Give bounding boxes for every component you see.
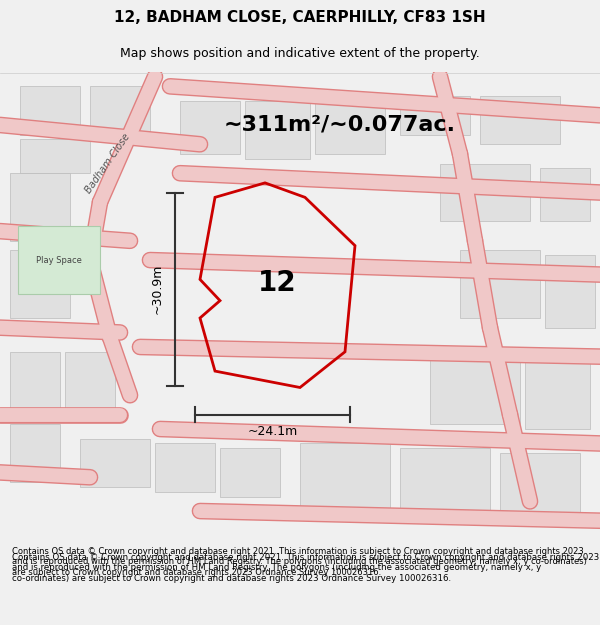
Polygon shape xyxy=(540,168,590,221)
Text: 12, BADHAM CLOSE, CAERPHILLY, CF83 1SH: 12, BADHAM CLOSE, CAERPHILLY, CF83 1SH xyxy=(114,11,486,26)
Polygon shape xyxy=(480,96,560,144)
Polygon shape xyxy=(10,173,70,241)
Polygon shape xyxy=(65,352,115,414)
Text: ~311m²/~0.077ac.: ~311m²/~0.077ac. xyxy=(224,115,456,135)
Polygon shape xyxy=(18,226,100,294)
Text: Play Space: Play Space xyxy=(36,256,82,264)
Text: ~24.1m: ~24.1m xyxy=(247,426,298,438)
Polygon shape xyxy=(400,96,470,134)
Polygon shape xyxy=(315,96,385,154)
Polygon shape xyxy=(545,255,595,328)
Polygon shape xyxy=(220,448,280,497)
Polygon shape xyxy=(400,448,490,516)
Polygon shape xyxy=(20,86,80,134)
Polygon shape xyxy=(500,453,580,521)
Polygon shape xyxy=(155,444,215,492)
Polygon shape xyxy=(440,164,530,221)
Polygon shape xyxy=(20,139,90,173)
Polygon shape xyxy=(10,251,70,318)
Polygon shape xyxy=(525,352,590,429)
Text: Contains OS data © Crown copyright and database right 2021. This information is : Contains OS data © Crown copyright and d… xyxy=(12,547,587,577)
Text: 12: 12 xyxy=(257,269,296,297)
Polygon shape xyxy=(10,352,60,414)
Polygon shape xyxy=(10,424,60,482)
Text: Map shows position and indicative extent of the property.: Map shows position and indicative extent… xyxy=(120,48,480,61)
Polygon shape xyxy=(180,101,240,154)
Polygon shape xyxy=(430,352,520,424)
Polygon shape xyxy=(80,439,150,487)
Polygon shape xyxy=(245,101,310,159)
Polygon shape xyxy=(90,86,150,134)
Text: ~30.9m: ~30.9m xyxy=(151,264,163,314)
Text: Contains OS data © Crown copyright and database right 2021. This information is : Contains OS data © Crown copyright and d… xyxy=(12,552,599,582)
Text: Badham Close: Badham Close xyxy=(84,132,132,195)
Polygon shape xyxy=(460,251,540,318)
Polygon shape xyxy=(300,444,390,511)
